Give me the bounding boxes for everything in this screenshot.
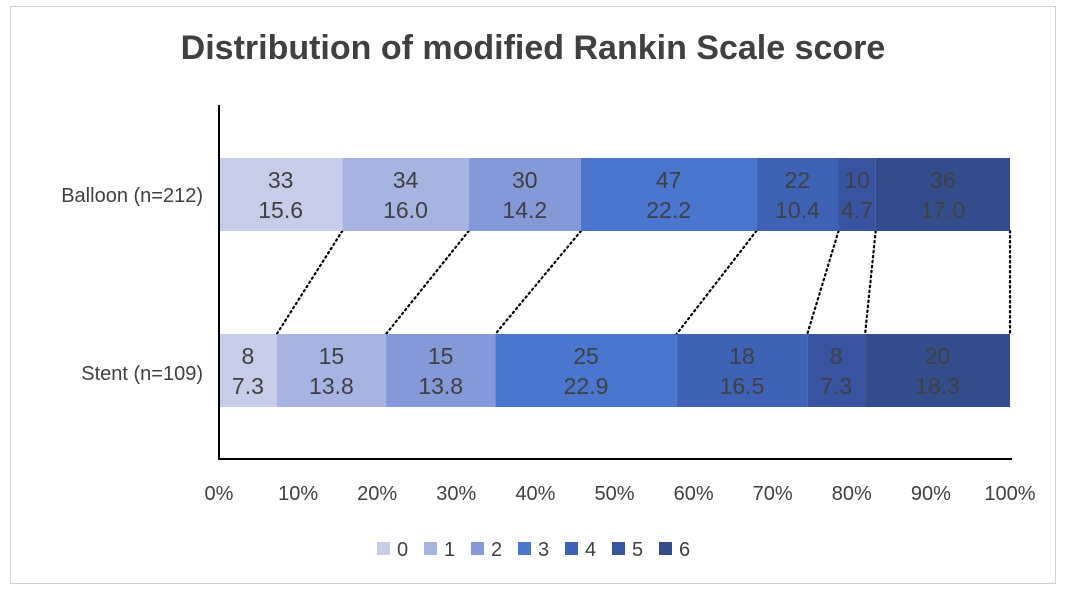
bar-stent-score-5 xyxy=(807,334,866,407)
x-tick-label: 50% xyxy=(594,483,634,505)
percent-label-stent-score-4: 16.5 xyxy=(720,373,765,399)
percent-label-stent-score-6: 18.3 xyxy=(915,373,960,399)
x-tick-label: 10% xyxy=(278,483,318,505)
count-label-stent-score-0: 8 xyxy=(242,343,255,369)
bar-balloon-score-1 xyxy=(342,158,469,231)
percent-label-stent-score-2: 13.8 xyxy=(418,373,463,399)
percent-label-balloon-score-5: 4.7 xyxy=(841,197,873,223)
percent-label-balloon-score-3: 22.2 xyxy=(646,197,691,223)
bar-stent-score-3 xyxy=(495,334,677,407)
bar-balloon-score-3 xyxy=(580,158,757,231)
bar-stent-score-6 xyxy=(865,334,1010,407)
count-label-stent-score-3: 25 xyxy=(573,343,599,369)
percent-label-balloon-score-4: 10.4 xyxy=(775,197,820,223)
connector-line xyxy=(384,229,470,336)
connector-line xyxy=(275,229,344,336)
bar-stent-score-0 xyxy=(219,334,277,407)
percent-label-balloon-score-2: 14.2 xyxy=(502,197,547,223)
legend-swatch-score-5 xyxy=(612,542,625,555)
legend-swatch-score-3 xyxy=(518,542,531,555)
percent-label-stent-score-3: 22.9 xyxy=(564,373,609,399)
legend-label-score-1: 1 xyxy=(444,539,455,561)
x-tick-label: 30% xyxy=(436,483,476,505)
x-tick-label: 90% xyxy=(911,483,951,505)
x-tick-label: 80% xyxy=(832,483,872,505)
percent-label-stent-score-1: 13.8 xyxy=(309,373,354,399)
count-label-stent-score-1: 15 xyxy=(319,343,345,369)
legend-swatch-score-0 xyxy=(377,542,390,555)
legend-swatch-score-6 xyxy=(659,542,672,555)
x-tick-label: 70% xyxy=(753,483,793,505)
x-tick-label: 20% xyxy=(357,483,397,505)
legend: 0 1 2 3 4 5 6 xyxy=(377,539,690,561)
count-label-balloon-score-1: 34 xyxy=(393,167,419,193)
count-label-stent-score-4: 18 xyxy=(729,343,755,369)
bar-balloon-score-6 xyxy=(875,158,1010,231)
chart-frame xyxy=(10,6,1056,584)
bar-balloon-score-2 xyxy=(468,158,581,231)
legend-label-score-2: 2 xyxy=(491,539,502,561)
chart-title: Distribution of modified Rankin Scale sc… xyxy=(181,29,886,67)
count-label-stent-score-5: 8 xyxy=(830,343,843,369)
percent-label-stent-score-0: 7.3 xyxy=(232,373,264,399)
bar-stent-score-4 xyxy=(676,334,808,407)
x-tick-label: 60% xyxy=(674,483,714,505)
connector-line xyxy=(864,229,877,336)
count-label-stent-score-2: 15 xyxy=(428,343,454,369)
percent-label-balloon-score-6: 17.0 xyxy=(920,197,965,223)
bars xyxy=(219,158,1010,407)
count-label-stent-score-6: 20 xyxy=(925,343,951,369)
bar-stent-score-2 xyxy=(386,334,496,407)
segment-labels: 33 15.6 34 16.0 30 14.2 47 22.2 22 10.4 10 4.7 36 17.… xyxy=(232,167,965,399)
count-label-balloon-score-5: 10 xyxy=(844,167,870,193)
count-label-balloon-score-2: 30 xyxy=(512,167,538,193)
legend-label-score-3: 3 xyxy=(538,539,549,561)
count-label-balloon-score-3: 47 xyxy=(656,167,682,193)
bar-balloon-score-4 xyxy=(756,158,839,231)
count-label-balloon-score-6: 36 xyxy=(930,167,956,193)
x-tick-label: 40% xyxy=(515,483,555,505)
connector-line xyxy=(806,229,840,336)
legend-swatch-score-2 xyxy=(471,542,484,555)
connector-line xyxy=(675,229,758,336)
count-label-balloon-score-0: 33 xyxy=(268,167,294,193)
percent-label-balloon-score-0: 15.6 xyxy=(258,197,303,223)
count-label-balloon-score-4: 22 xyxy=(785,167,811,193)
percent-label-stent-score-5: 7.3 xyxy=(820,373,852,399)
legend-label-score-5: 5 xyxy=(632,539,643,561)
legend-label-score-0: 0 xyxy=(397,539,408,561)
x-axis-ticks: 0% 10% 20% 30% 40% 50% 60% 70% 80% 90% 100% xyxy=(205,483,1036,505)
legend-swatch-score-4 xyxy=(565,542,578,555)
bar-stent-score-1 xyxy=(276,334,387,407)
connector-line xyxy=(494,229,583,336)
x-tick-label: 0% xyxy=(205,483,234,505)
legend-label-score-6: 6 xyxy=(679,539,690,561)
legend-swatch-score-1 xyxy=(424,542,437,555)
percent-label-balloon-score-1: 16.0 xyxy=(383,197,428,223)
category-label-balloon: Balloon (n=212) xyxy=(61,185,203,207)
category-label-stent: Stent (n=109) xyxy=(81,363,203,385)
bar-balloon-score-5 xyxy=(838,158,876,231)
connector-lines xyxy=(275,229,1012,336)
bar-balloon-score-0 xyxy=(219,158,343,231)
legend-label-score-4: 4 xyxy=(585,539,596,561)
x-tick-label: 100% xyxy=(984,483,1035,505)
